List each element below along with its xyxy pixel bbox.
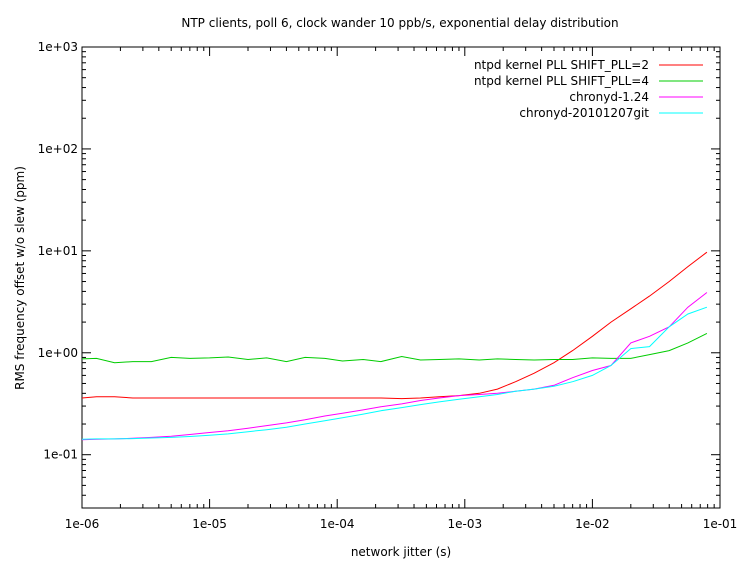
series-line-2 (81, 332, 708, 364)
series-line-3 (81, 292, 708, 441)
y-axis-label: RMS frequency offset w/o slew (ppm) (13, 166, 27, 390)
x-tick-label: 1e-02 (575, 517, 610, 531)
legend-label: chronyd-20101207git (519, 106, 649, 120)
x-axis-ticks: 1e-06 1e-05 1e-04 1e-03 1e-02 1e-01 (65, 47, 738, 531)
series-line-1 (81, 251, 708, 400)
legend-label: chronyd-1.24 (569, 90, 649, 104)
x-tick-label: 1e-03 (447, 517, 482, 531)
y-tick-label: 1e+03 (38, 40, 78, 54)
legend-label: ntpd kernel PLL SHIFT_PLL=2 (474, 58, 649, 72)
x-tick-label: 1e-01 (703, 517, 738, 531)
series-lines (81, 251, 708, 441)
y-tick-label: 1e+00 (38, 346, 78, 360)
chart-title: NTP clients, poll 6, clock wander 10 ppb… (181, 16, 618, 30)
x-axis-label: network jitter (s) (351, 545, 451, 559)
legend-label: ntpd kernel PLL SHIFT_PLL=4 (474, 74, 649, 88)
x-tick-label: 1e-04 (320, 517, 355, 531)
plot-frame (81, 46, 721, 509)
y-tick-label: 1e-01 (43, 448, 78, 462)
y-axis-ticks: 1e-01 1e+00 1e+01 1e+02 1e+03 (38, 40, 720, 496)
series-line-4 (81, 306, 708, 440)
y-tick-label: 1e+01 (38, 244, 78, 258)
x-tick-label: 1e-06 (65, 517, 100, 531)
x-tick-label: 1e-05 (192, 517, 227, 531)
y-tick-label: 1e+02 (38, 142, 78, 156)
